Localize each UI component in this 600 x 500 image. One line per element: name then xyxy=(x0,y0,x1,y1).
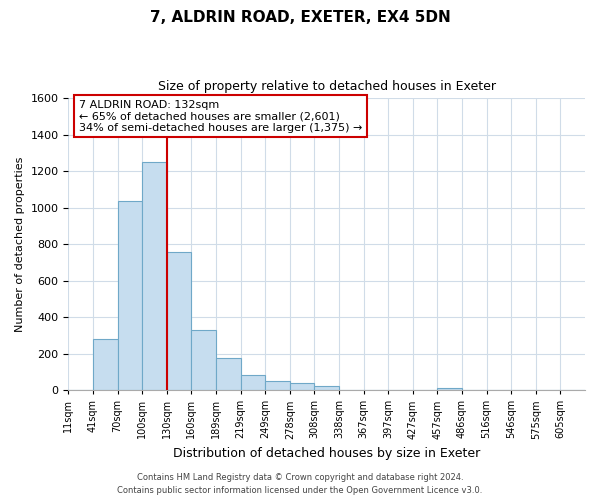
Text: 7 ALDRIN ROAD: 132sqm
← 65% of detached houses are smaller (2,601)
34% of semi-d: 7 ALDRIN ROAD: 132sqm ← 65% of detached … xyxy=(79,100,362,133)
Bar xyxy=(216,358,241,390)
Bar xyxy=(142,162,167,390)
Bar xyxy=(93,339,118,390)
Title: Size of property relative to detached houses in Exeter: Size of property relative to detached ho… xyxy=(158,80,496,93)
Y-axis label: Number of detached properties: Number of detached properties xyxy=(15,156,25,332)
Bar xyxy=(167,252,191,390)
Bar xyxy=(241,374,265,390)
Text: Contains HM Land Registry data © Crown copyright and database right 2024.
Contai: Contains HM Land Registry data © Crown c… xyxy=(118,474,482,495)
Bar xyxy=(265,381,290,390)
Bar xyxy=(437,388,462,390)
Bar xyxy=(314,386,339,390)
Bar xyxy=(290,384,314,390)
Bar xyxy=(191,330,216,390)
Bar xyxy=(118,202,142,390)
X-axis label: Distribution of detached houses by size in Exeter: Distribution of detached houses by size … xyxy=(173,447,481,460)
Text: 7, ALDRIN ROAD, EXETER, EX4 5DN: 7, ALDRIN ROAD, EXETER, EX4 5DN xyxy=(149,10,451,25)
